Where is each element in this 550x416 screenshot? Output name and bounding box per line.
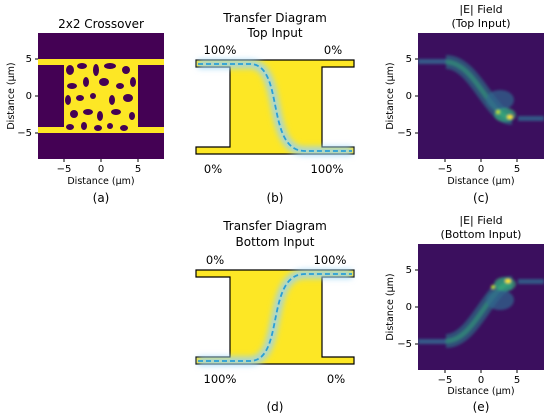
panel-a-title: 2x2 Crossover <box>58 17 144 31</box>
panel-a: 2x2 Crossover <box>6 17 164 205</box>
panel-c-xtick: −5 <box>438 164 453 175</box>
panel-b-title-line2: Top Input <box>246 26 302 40</box>
panel-e-xtick: 0 <box>478 375 484 386</box>
panel-e-ytick: 0 <box>406 302 412 313</box>
field-intensity-top <box>418 55 544 125</box>
panel-b-caption: (b) <box>267 191 284 205</box>
panel-d: Transfer Diagram Bottom Input 0% 100% 10… <box>195 219 355 414</box>
panel-c-xtick: 0 <box>478 164 484 175</box>
panel-e-ylabel: Distance (μm) <box>385 273 396 340</box>
panel-c-ytick: 0 <box>406 91 412 102</box>
design-region-holes <box>65 63 136 131</box>
panel-b-bottom-left: 0% <box>204 162 222 176</box>
panel-c-ytick: 5 <box>406 54 412 65</box>
panel-d-title-line1: Transfer Diagram <box>222 219 327 233</box>
panel-a-xtick: 5 <box>135 164 141 175</box>
panel-b: Transfer Diagram Top Input 100% 0% 0% 10… <box>195 11 355 205</box>
panel-e-ytick: 5 <box>406 265 412 276</box>
panel-e-ytick: −5 <box>397 339 412 350</box>
panel-b-top-left: 100% <box>204 43 237 57</box>
panel-a-ticks <box>35 58 139 162</box>
panel-b-top-right: 0% <box>324 43 342 57</box>
panel-c-ytick: −5 <box>397 128 412 139</box>
panel-a-xtick: 0 <box>98 164 104 175</box>
panel-c: |E| Field (Top Input) −5 0 5 5 0 −5 Dist… <box>385 3 544 205</box>
panel-e: |E| Field (Bottom Input) −5 0 5 5 0 −5 D… <box>385 214 544 414</box>
panel-b-bottom-right: 100% <box>311 162 344 176</box>
panel-e-caption: (e) <box>473 400 490 414</box>
panel-e-xtick: −5 <box>438 375 453 386</box>
panel-e-xlabel: Distance (μm) <box>447 386 514 397</box>
panel-e-ticks <box>415 269 518 373</box>
panel-a-ytick: 5 <box>26 54 32 65</box>
panel-e-xtick: 5 <box>514 375 520 386</box>
signal-path <box>198 63 352 152</box>
panel-c-ylabel: Distance (μm) <box>385 62 396 129</box>
panel-c-ticks <box>415 58 518 162</box>
panel-a-xtick: −5 <box>57 164 72 175</box>
panel-c-title-line1: |E| Field <box>459 3 502 16</box>
panel-b-title-line1: Transfer Diagram <box>222 11 327 25</box>
panel-a-ytick: 0 <box>26 91 32 102</box>
panel-d-top-left: 0% <box>206 253 224 267</box>
field-intensity-bottom <box>418 276 544 348</box>
panel-c-xlabel: Distance (μm) <box>447 176 514 187</box>
panel-d-bottom-right: 0% <box>327 372 345 386</box>
signal-path <box>198 273 352 362</box>
panel-c-xtick: 5 <box>514 164 520 175</box>
panel-e-title-line1: |E| Field <box>459 214 502 227</box>
panel-a-xlabel: Distance (μm) <box>67 176 134 187</box>
panel-a-caption: (a) <box>93 191 110 205</box>
panel-e-title-line2: (Bottom Input) <box>441 228 522 241</box>
panel-d-title-line2: Bottom Input <box>236 235 315 249</box>
panel-d-top-right: 100% <box>314 253 347 267</box>
panel-c-title-line2: (Top Input) <box>451 17 510 30</box>
panel-d-bottom-left: 100% <box>204 372 237 386</box>
panel-a-ylabel: Distance (μm) <box>6 62 17 129</box>
panel-c-caption: (c) <box>473 191 489 205</box>
panel-d-caption: (d) <box>267 400 284 414</box>
panel-a-ytick: −5 <box>17 128 32 139</box>
